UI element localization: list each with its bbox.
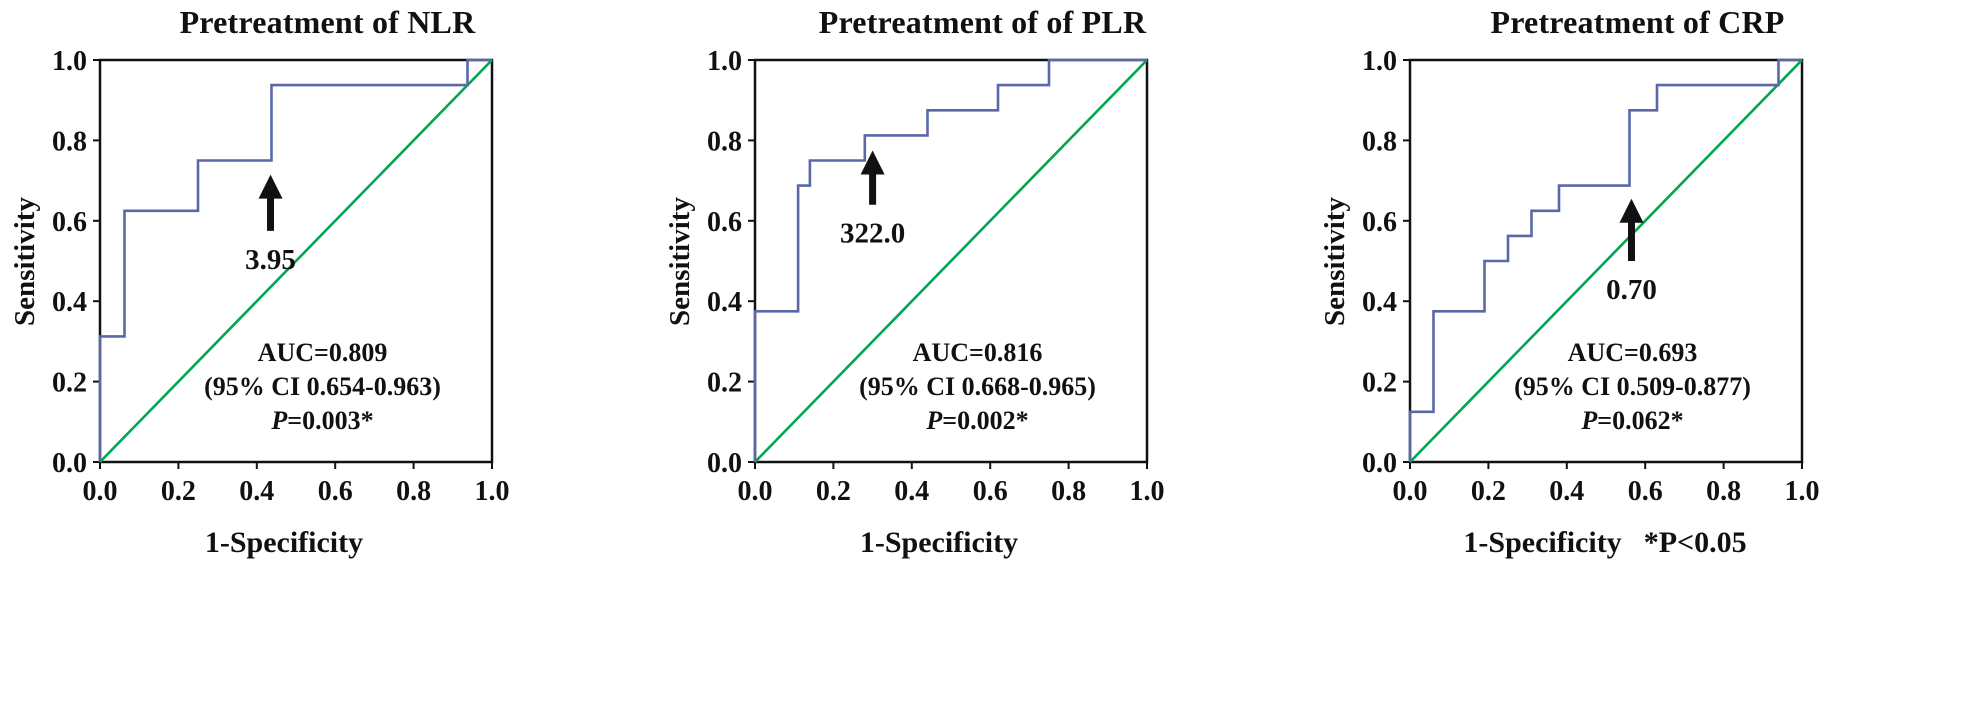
svg-text:0.6: 0.6 bbox=[1362, 207, 1397, 238]
svg-text:0.2: 0.2 bbox=[707, 368, 742, 399]
svg-text:0.6: 0.6 bbox=[318, 476, 353, 507]
svg-text:1.0: 1.0 bbox=[1362, 46, 1397, 77]
svg-text:0.2: 0.2 bbox=[816, 476, 851, 507]
x-axis-label: 1-Specificity bbox=[710, 526, 1190, 560]
svg-text:0.0: 0.0 bbox=[83, 476, 118, 507]
significance-note: *P<0.05 bbox=[1643, 526, 1747, 559]
p-value: P=0.062* bbox=[1581, 406, 1684, 435]
svg-text:0.70: 0.70 bbox=[1606, 274, 1657, 306]
chart-title: Pretreatment of of PLR bbox=[818, 4, 1147, 40]
svg-text:0.8: 0.8 bbox=[396, 476, 431, 507]
svg-text:0.6: 0.6 bbox=[1628, 476, 1663, 507]
x-axis-label: 1-Specificity bbox=[55, 526, 535, 560]
svg-text:1.0: 1.0 bbox=[52, 46, 87, 77]
svg-text:0.0: 0.0 bbox=[1393, 476, 1428, 507]
svg-text:0.4: 0.4 bbox=[1549, 476, 1584, 507]
roc-panel-nlr: Pretreatment of NLR Sensitivity 0.0 0.0 0.… bbox=[0, 0, 655, 716]
p-value: P=0.003* bbox=[271, 406, 374, 435]
svg-text:0.6: 0.6 bbox=[707, 207, 742, 238]
chart-title: Pretreatment of NLR bbox=[179, 4, 476, 40]
svg-text:1.0: 1.0 bbox=[475, 476, 510, 507]
auc-annotation: AUC=0.816 (95% CI 0.668-0.965) P=0.002* bbox=[805, 336, 1150, 438]
auc-annotation: AUC=0.693 (95% CI 0.509-0.877) P=0.062* bbox=[1460, 336, 1805, 438]
roc-panel-crp: Pretreatment of CRP Sensitivity 0.0 0.0 0.… bbox=[1310, 0, 1965, 716]
svg-text:0.0: 0.0 bbox=[1362, 448, 1397, 479]
roc-panel-plr: Pretreatment of of PLR Sensitivity 0.0 0.… bbox=[655, 0, 1310, 716]
auc-value: AUC=0.816 bbox=[912, 338, 1043, 367]
svg-text:0.6: 0.6 bbox=[973, 476, 1008, 507]
svg-text:1.0: 1.0 bbox=[1785, 476, 1820, 507]
svg-text:1.0: 1.0 bbox=[1130, 476, 1165, 507]
svg-text:0.8: 0.8 bbox=[1051, 476, 1086, 507]
roc-plot: 0.00.0 0.2 0.2 0.4 0.4 0.6 0.6 0.8 0.8 1.0 1.0 0.70 bbox=[1362, 46, 1820, 507]
x-axis-label: 1-Specificity *P<0.05 bbox=[1463, 526, 1747, 559]
p-value: P=0.002* bbox=[926, 406, 1029, 435]
svg-text:0.0: 0.0 bbox=[707, 448, 742, 479]
auc-value: AUC=0.693 bbox=[1567, 338, 1698, 367]
svg-text:0.6: 0.6 bbox=[52, 207, 87, 238]
auc-annotation: AUC=0.809 (95% CI 0.654-0.963) P=0.003* bbox=[150, 336, 495, 438]
svg-text:0.8: 0.8 bbox=[52, 126, 87, 157]
svg-text:1.0: 1.0 bbox=[707, 46, 742, 77]
roc-plot: 0.00.0 0.2 0.2 0.4 0.4 0.6 0.6 0.8 0.8 1.0 1.0 3.95 bbox=[52, 46, 510, 507]
svg-text:0.4: 0.4 bbox=[707, 287, 742, 318]
svg-text:0.4: 0.4 bbox=[894, 476, 929, 507]
auc-value: AUC=0.809 bbox=[257, 338, 388, 367]
svg-text:0.0: 0.0 bbox=[52, 448, 87, 479]
svg-text:0.4: 0.4 bbox=[239, 476, 274, 507]
svg-text:0.8: 0.8 bbox=[1706, 476, 1741, 507]
svg-text:0.2: 0.2 bbox=[1471, 476, 1506, 507]
chart-title: Pretreatment of CRP bbox=[1490, 4, 1785, 40]
svg-text:0.8: 0.8 bbox=[1362, 126, 1397, 157]
svg-text:0.2: 0.2 bbox=[1362, 368, 1397, 399]
significance-note bbox=[1018, 526, 1040, 559]
ci-value: (95% CI 0.668-0.965) bbox=[859, 372, 1096, 401]
svg-text:0.2: 0.2 bbox=[52, 368, 87, 399]
svg-text:0.8: 0.8 bbox=[707, 126, 742, 157]
svg-text:0.4: 0.4 bbox=[52, 287, 87, 318]
svg-text:322.0: 322.0 bbox=[840, 218, 905, 250]
svg-text:0.2: 0.2 bbox=[161, 476, 196, 507]
svg-text:3.95: 3.95 bbox=[245, 244, 296, 276]
svg-text:0.0: 0.0 bbox=[738, 476, 773, 507]
svg-text:0.4: 0.4 bbox=[1362, 287, 1397, 318]
ci-value: (95% CI 0.509-0.877) bbox=[1514, 372, 1751, 401]
ci-value: (95% CI 0.654-0.963) bbox=[204, 372, 441, 401]
significance-note bbox=[363, 526, 385, 559]
roc-plot: 0.00.0 0.2 0.2 0.4 0.4 0.6 0.6 0.8 0.8 1.0 1.0 322.… bbox=[707, 46, 1165, 507]
